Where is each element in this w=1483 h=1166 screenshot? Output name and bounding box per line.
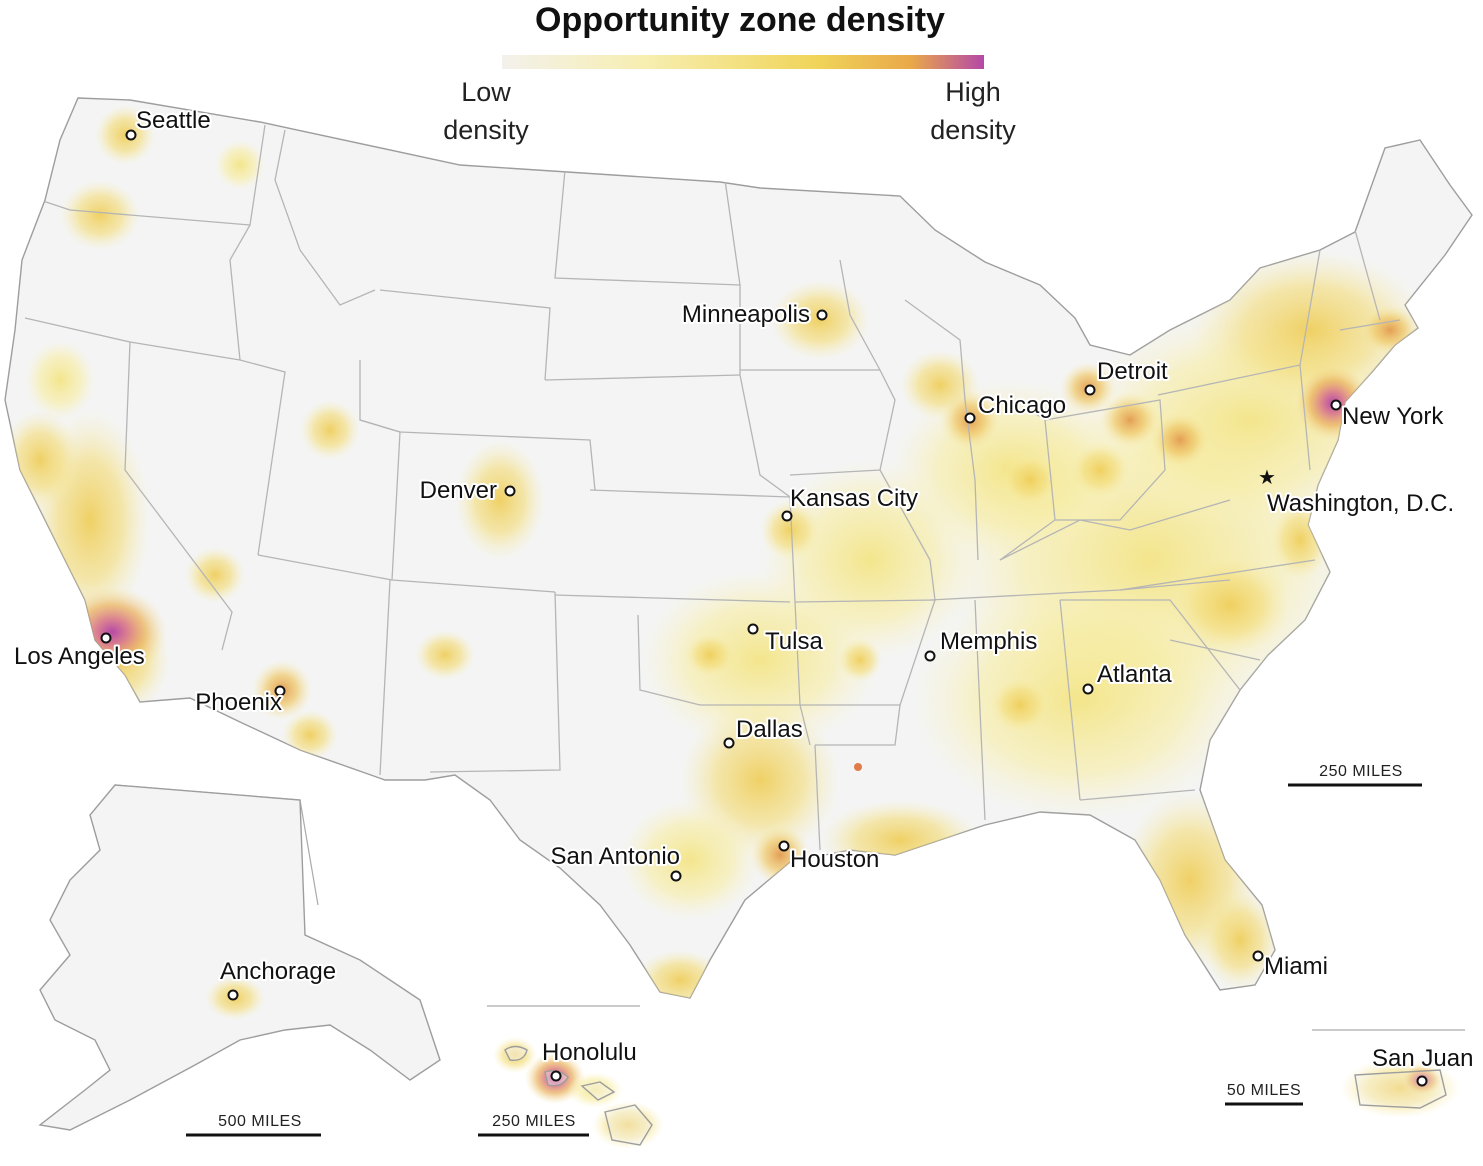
city-atlanta: Atlanta: [1082, 659, 1174, 695]
city-label: Tulsa: [765, 628, 823, 655]
city-marker: [747, 623, 759, 635]
city-marker: [125, 129, 137, 141]
city-label: Seattle: [136, 107, 211, 134]
city-seattle: Seattle: [125, 105, 213, 141]
city-label: San Antonio: [551, 843, 680, 870]
city-label-honolulu: Honolulu: [542, 1039, 637, 1066]
city-label: Kansas City: [790, 485, 918, 512]
city-label: Minneapolis: [682, 301, 810, 328]
city-marker: [504, 485, 516, 497]
city-marker: [723, 737, 735, 749]
city-marker: [1082, 683, 1094, 695]
city-marker: [274, 685, 286, 697]
city-marker: [227, 989, 239, 1001]
city-los-angeles: Los Angeles: [12, 632, 147, 672]
map-title: Opportunity zone density: [535, 1, 945, 39]
city-label: Detroit: [1097, 358, 1168, 385]
city-marker: [1416, 1075, 1428, 1087]
maui-outline: [580, 1081, 616, 1101]
alaska-inset: Anchorage 500 MILES: [38, 784, 441, 1137]
city-houston: Houston: [778, 840, 881, 875]
legend-low-label-line1: Low: [461, 77, 511, 107]
scale-label: 500 MILES: [218, 1113, 302, 1130]
big-island-outline: [604, 1104, 653, 1146]
legend-high-label-line1: High: [945, 77, 1001, 107]
city-tulsa: Tulsa: [747, 623, 825, 657]
kauai-outline: [504, 1045, 528, 1061]
city-label-anchorage: Anchorage: [220, 958, 336, 985]
city-marker: [781, 510, 793, 522]
city-dallas: Dallas: [723, 714, 805, 749]
city-label: Atlanta: [1097, 661, 1172, 688]
city-marker: [816, 309, 828, 321]
puerto-rico-outline: [1354, 1069, 1447, 1109]
alaska-outline: [38, 784, 441, 1131]
city-marker: [964, 412, 976, 424]
city-label: New York: [1342, 403, 1444, 430]
city-label: Washington, D.C.: [1267, 490, 1454, 517]
city-new-york: New York: [1330, 399, 1446, 432]
city-marker: [1252, 950, 1264, 962]
city-label: Memphis: [940, 628, 1037, 655]
scale-label: 50 MILES: [1227, 1082, 1301, 1099]
legend-low-label-line2: density: [443, 115, 529, 145]
scale-label: 250 MILES: [492, 1113, 576, 1130]
scale-bar-mainland: 250 MILES: [1288, 763, 1422, 787]
city-marker: [550, 1070, 562, 1082]
city-kansas-city: Kansas City: [781, 483, 920, 522]
capital-star-icon: ★: [1258, 465, 1276, 489]
city-marker: [670, 870, 682, 882]
hawaii-inset: Honolulu 250 MILES: [478, 1005, 664, 1149]
legend-high-label-line2: density: [930, 115, 1016, 145]
city-label: Chicago: [978, 392, 1066, 419]
city-label: Miami: [1264, 953, 1328, 980]
city-label: Denver: [420, 477, 497, 504]
city-minneapolis: Minneapolis: [680, 299, 828, 330]
city-label: Los Angeles: [14, 643, 145, 670]
city-marker: [924, 650, 936, 662]
city-denver: Denver: [418, 475, 516, 506]
city-label: Phoenix: [195, 689, 282, 716]
city-phoenix: Phoenix: [193, 685, 286, 718]
city-detroit: Detroit: [1084, 356, 1170, 396]
city-miami: Miami: [1252, 950, 1330, 982]
city-washington-dc: ★ Washington, D.C.: [1258, 465, 1456, 519]
city-label-san-juan: San Juan: [1372, 1045, 1473, 1072]
state-borders: [24, 124, 1401, 851]
legend-gradient-bar: [502, 55, 984, 69]
city-label: Houston: [790, 846, 879, 873]
city-marker: [1084, 384, 1096, 396]
city-memphis: Memphis: [924, 626, 1039, 662]
city-san-antonio: San Antonio: [549, 841, 682, 882]
city-chicago: Chicago: [964, 390, 1068, 424]
scale-label: 250 MILES: [1319, 763, 1403, 780]
city-marker: [778, 840, 790, 852]
city-marker: [1330, 399, 1342, 411]
city-label: Dallas: [736, 716, 803, 743]
puerto-rico-inset: San Juan 50 MILES: [1225, 1029, 1475, 1118]
city-marker: [100, 632, 112, 644]
